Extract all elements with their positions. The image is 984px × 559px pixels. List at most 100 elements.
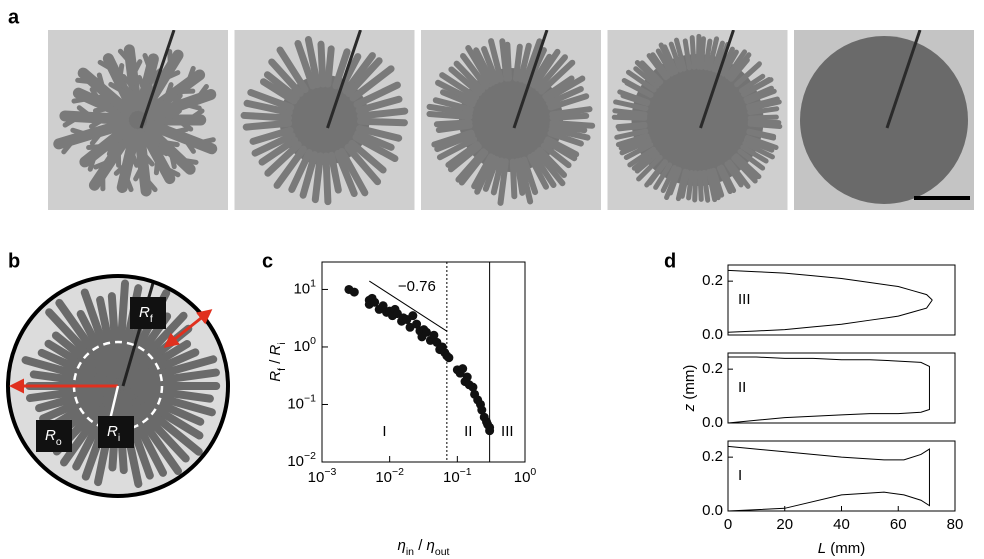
finger xyxy=(546,86,584,107)
finger-branch xyxy=(128,147,140,168)
finger-branch xyxy=(181,135,196,154)
finger xyxy=(324,45,335,88)
finger xyxy=(623,142,654,160)
finger xyxy=(711,40,725,73)
finger xyxy=(448,66,483,97)
finger-branch xyxy=(163,82,174,103)
finger xyxy=(538,59,576,95)
tick-exponent: −3 xyxy=(324,466,336,478)
finger xyxy=(703,38,713,71)
finger xyxy=(436,136,478,161)
photo-content xyxy=(53,30,218,197)
finger xyxy=(621,77,654,98)
data-point xyxy=(485,422,495,432)
finger-branch xyxy=(194,83,209,102)
y-tick-label: 0.2 xyxy=(702,448,723,465)
finger xyxy=(530,151,557,189)
y-tick-label: 0.2 xyxy=(702,360,723,377)
finger xyxy=(240,111,293,122)
finger xyxy=(249,126,294,145)
finger xyxy=(625,69,657,93)
fluid-core xyxy=(459,68,563,172)
finger-branch xyxy=(133,162,146,182)
text-part: i xyxy=(118,432,120,444)
finger xyxy=(646,53,669,81)
finger xyxy=(263,71,300,102)
data-point xyxy=(477,405,487,415)
finger xyxy=(471,153,494,190)
photo-content xyxy=(240,30,409,206)
finger xyxy=(447,143,482,173)
finger-branch xyxy=(186,108,205,123)
finger xyxy=(258,136,299,166)
photo xyxy=(794,30,974,210)
finger xyxy=(711,167,725,198)
finger xyxy=(509,158,518,200)
finger xyxy=(354,130,395,151)
finger xyxy=(650,52,671,79)
finger xyxy=(636,154,663,182)
finger-branch xyxy=(76,105,95,120)
data-point xyxy=(429,330,439,340)
finger xyxy=(445,141,481,168)
finger xyxy=(549,119,596,129)
photo-content xyxy=(800,30,968,204)
tick-exponent: 1 xyxy=(310,277,316,289)
finger xyxy=(473,47,496,86)
y-tick-label: 101 xyxy=(293,277,316,297)
finger xyxy=(517,42,532,83)
finger xyxy=(660,164,677,194)
text-part: out xyxy=(435,546,450,558)
finger xyxy=(259,78,298,105)
finger xyxy=(664,166,681,201)
x-tick-label: 40 xyxy=(833,516,850,533)
profile xyxy=(728,356,930,388)
finger xyxy=(644,159,668,188)
text-part: R xyxy=(139,304,150,321)
tick-base: 10 xyxy=(293,338,310,355)
finger-branch xyxy=(153,154,161,176)
regime-label: II xyxy=(464,423,472,440)
fit-line xyxy=(369,280,448,332)
data-point xyxy=(458,364,468,374)
finger xyxy=(435,79,477,105)
tick-base: 10 xyxy=(293,280,310,297)
text-part: z xyxy=(681,403,698,412)
finger-branch xyxy=(167,48,173,70)
finger xyxy=(426,103,473,117)
finger xyxy=(299,151,319,199)
photo xyxy=(607,30,788,210)
text-part: R xyxy=(107,423,118,440)
plot-frame xyxy=(727,352,956,424)
finger xyxy=(439,72,480,101)
photo xyxy=(421,30,601,210)
finger xyxy=(536,146,568,178)
finger xyxy=(276,46,309,94)
data-point xyxy=(468,382,478,392)
finger xyxy=(304,36,321,89)
text-part: R xyxy=(267,344,284,355)
finger xyxy=(737,148,766,171)
finger xyxy=(311,152,324,204)
finger-branch xyxy=(62,114,82,128)
text-part: / xyxy=(267,355,284,368)
finger xyxy=(744,88,777,104)
finger-branch xyxy=(108,81,128,95)
finger xyxy=(334,149,358,198)
finger-branch xyxy=(158,139,180,148)
finger-branch xyxy=(116,63,125,84)
finger xyxy=(327,151,342,194)
finger xyxy=(348,139,387,174)
finger xyxy=(725,49,748,80)
finger-branch xyxy=(163,108,182,123)
finger xyxy=(540,142,572,169)
finger xyxy=(675,168,688,202)
finger-branch xyxy=(88,115,108,129)
finger xyxy=(356,107,409,120)
y-tick-label: 100 xyxy=(293,335,316,355)
finger xyxy=(465,45,493,88)
finger-branch xyxy=(181,101,202,111)
x-axis-label: L (mm) xyxy=(818,540,866,557)
finger-branch xyxy=(168,93,183,112)
